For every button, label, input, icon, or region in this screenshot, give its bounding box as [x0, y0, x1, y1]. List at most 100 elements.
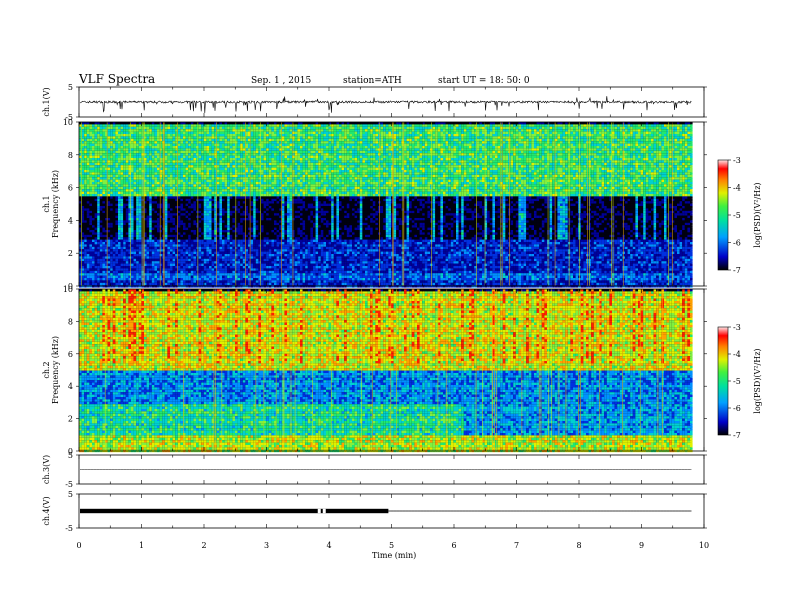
- spectrogram-cell: [84, 170, 87, 172]
- spectrogram-cell: [84, 141, 87, 143]
- spectrogram-cell: [110, 204, 113, 206]
- spectrogram-cell: [89, 168, 92, 170]
- spectrogram-cell: [95, 141, 98, 143]
- spectrogram-cell: [97, 199, 100, 201]
- spectrogram-cell: [84, 163, 87, 165]
- spectrogram-cell: [110, 199, 113, 201]
- spectrogram-cell: [87, 175, 90, 177]
- spectrogram-cell: [89, 201, 92, 203]
- spectrogram-cell: [115, 283, 118, 285]
- spectrogram-cell: [100, 148, 103, 150]
- spectrogram-cell: [108, 175, 111, 177]
- spectrogram-cell: [97, 172, 100, 174]
- spectrogram-cell: [97, 216, 100, 218]
- spectrogram-cell: [95, 201, 98, 203]
- spectrogram-cell: [118, 232, 121, 234]
- spectrogram-cell: [113, 199, 116, 201]
- spectrogram-cell: [108, 256, 111, 258]
- spectrogram-cell: [121, 148, 124, 150]
- spectrogram-cell: [110, 276, 113, 278]
- spectrogram-cell: [100, 170, 103, 172]
- spectrogram-cell: [113, 268, 116, 270]
- spectrogram-cell: [113, 139, 116, 141]
- spectrogram-cell: [121, 151, 124, 153]
- spectrogram-cell: [113, 151, 116, 153]
- spectrogram-cell: [118, 124, 121, 126]
- spectrogram-cell: [110, 192, 113, 194]
- spectrogram-cell: [95, 273, 98, 275]
- spectrogram-cell: [100, 192, 103, 194]
- spectrogram-cell: [118, 259, 121, 261]
- spectrogram-cell: [87, 254, 90, 256]
- spectrogram-cell: [89, 285, 92, 287]
- spectrogram-cell: [102, 252, 105, 254]
- spectrogram-cell: [121, 156, 124, 158]
- spectrogram-cell: [95, 232, 98, 234]
- spectrogram-cell: [84, 129, 87, 131]
- spectrogram-cell: [118, 175, 121, 177]
- spectrogram-cell: [118, 163, 121, 165]
- spectrogram-cell: [82, 141, 85, 143]
- spectrogram-cell: [100, 223, 103, 225]
- spectrogram-cell: [110, 156, 113, 158]
- spectrogram-cell: [87, 268, 90, 270]
- spectrogram-cell: [115, 261, 118, 263]
- spectrogram-cell: [115, 225, 118, 227]
- spectrogram-cell: [95, 206, 98, 208]
- spectrogram-cell: [102, 225, 105, 227]
- spectrogram-cell: [84, 136, 87, 138]
- spectrogram-cell: [92, 134, 95, 136]
- spectrogram-cell: [102, 189, 105, 191]
- spectrogram-cell: [108, 216, 111, 218]
- spectrogram-cell: [92, 276, 95, 278]
- spectrogram-cell: [89, 194, 92, 196]
- spectrogram-cell: [110, 223, 113, 225]
- spectrogram-cell: [118, 264, 121, 266]
- spectrogram-cell: [95, 218, 98, 220]
- spectrogram-cell: [89, 264, 92, 266]
- spectrogram-cell: [87, 280, 90, 282]
- spectrogram-cell: [115, 170, 118, 172]
- spectrogram-cell: [92, 189, 95, 191]
- spectrogram-cell: [108, 223, 111, 225]
- spectrogram-cell: [82, 129, 85, 131]
- spectrogram-cell: [110, 264, 113, 266]
- spectrogram-cell: [118, 151, 121, 153]
- spectrogram-cell: [95, 278, 98, 280]
- spectrogram-cell: [115, 151, 118, 153]
- spectrogram-cell: [87, 196, 90, 198]
- spectrogram-cell: [113, 256, 116, 258]
- spectrogram-cell: [97, 256, 100, 258]
- spectrogram-cell: [108, 276, 111, 278]
- spectrogram-cell: [113, 194, 116, 196]
- spectrogram-cell: [92, 168, 95, 170]
- spectrogram-cell: [110, 180, 113, 182]
- y-tick-label: 5: [68, 83, 73, 92]
- spectrogram-cell: [97, 146, 100, 148]
- spectrogram-cell: [100, 216, 103, 218]
- spectrogram-cell: [118, 235, 121, 237]
- spectrogram-cell: [110, 237, 113, 239]
- spectrogram-cell: [102, 220, 105, 222]
- spectrogram-cell: [84, 273, 87, 275]
- spectrogram-cell: [118, 187, 121, 189]
- spectrogram-cell: [118, 160, 121, 162]
- spectrogram-cell: [89, 252, 92, 254]
- spectrogram-cell: [102, 124, 105, 126]
- spectrogram-cell: [108, 213, 111, 215]
- spectrogram-cell: [92, 132, 95, 134]
- spectrogram-cell: [108, 129, 111, 131]
- spectrogram-cell: [87, 228, 90, 230]
- spectrogram-cell: [113, 216, 116, 218]
- spectrogram-cell: [82, 273, 85, 275]
- spectrogram-cell: [97, 276, 100, 278]
- spectrogram-cell: [87, 194, 90, 196]
- start-time-label: start UT = 18: 50: 0: [438, 76, 530, 86]
- spectrogram-cell: [100, 184, 103, 186]
- spectrogram-cell: [118, 244, 121, 246]
- spectrogram-cell: [82, 252, 85, 254]
- spectrogram-cell: [89, 268, 92, 270]
- spectrogram-cell: [108, 220, 111, 222]
- spectrogram-cell: [110, 127, 113, 129]
- spectrogram-cell: [87, 127, 90, 129]
